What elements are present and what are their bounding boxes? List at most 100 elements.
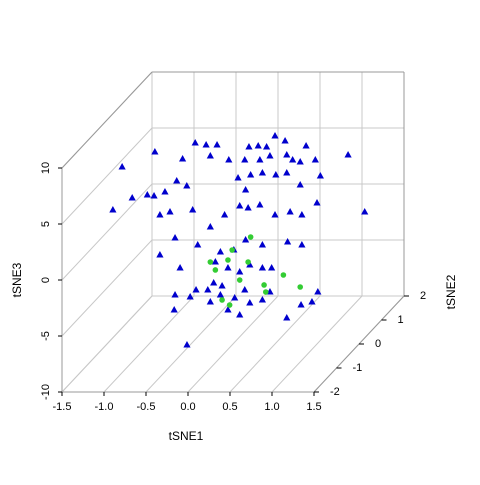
point	[296, 180, 304, 188]
point	[284, 237, 292, 245]
point	[236, 202, 244, 209]
point	[297, 301, 305, 308]
x-tick-label: 0.5	[222, 401, 237, 413]
point	[262, 289, 269, 295]
point	[109, 206, 117, 213]
point	[128, 193, 136, 201]
point	[236, 267, 244, 275]
grid-line	[61, 239, 153, 337]
point	[242, 186, 250, 193]
z-tick-label: -5	[40, 331, 52, 341]
z-tick-label: 10	[40, 162, 52, 174]
grid-line	[229, 295, 321, 393]
point	[246, 299, 254, 306]
point	[361, 208, 369, 215]
point	[156, 210, 164, 218]
y-tick-label: 2	[420, 290, 426, 302]
point	[241, 155, 249, 163]
point	[254, 141, 262, 149]
point	[246, 261, 254, 268]
x-tick-label: -1.5	[53, 401, 72, 413]
point	[189, 206, 197, 213]
x-tick-label: -1.0	[95, 401, 114, 413]
point	[302, 141, 310, 149]
point	[192, 286, 200, 293]
box-edge	[61, 71, 153, 169]
point	[247, 234, 254, 240]
point	[212, 267, 219, 273]
point	[298, 240, 306, 248]
point	[207, 259, 214, 265]
point	[176, 263, 184, 271]
point	[204, 286, 212, 293]
z-tick-label: 0	[40, 277, 52, 283]
point	[191, 138, 199, 146]
point	[256, 201, 264, 208]
point	[202, 140, 210, 148]
grid-line	[145, 295, 237, 393]
grid-line	[61, 127, 153, 225]
z-tick-label: -10	[40, 384, 52, 400]
point	[150, 192, 158, 199]
point	[166, 207, 174, 215]
point	[171, 291, 179, 298]
point	[311, 155, 319, 163]
point	[241, 286, 249, 293]
grid-line	[187, 295, 279, 393]
point	[247, 170, 255, 178]
point	[151, 148, 159, 155]
point	[256, 155, 264, 163]
point	[280, 272, 287, 278]
point	[219, 297, 225, 303]
point	[216, 248, 224, 255]
y-tick-label: -2	[330, 386, 340, 398]
point	[229, 247, 235, 253]
point	[216, 291, 224, 298]
point	[183, 181, 191, 189]
point	[224, 263, 232, 271]
point	[245, 259, 251, 265]
point	[316, 172, 324, 179]
point	[218, 281, 226, 289]
point	[344, 150, 352, 158]
z-tick-label: 5	[40, 221, 52, 227]
point	[289, 155, 297, 163]
point	[258, 295, 266, 303]
point	[244, 204, 252, 211]
point	[213, 140, 221, 148]
grid-line	[103, 295, 195, 393]
point	[194, 240, 202, 248]
y-tick-label: 0	[375, 338, 381, 350]
point	[236, 277, 243, 283]
point	[206, 222, 214, 230]
point	[173, 177, 181, 184]
point	[156, 250, 164, 258]
grid-line	[271, 295, 363, 393]
point	[313, 198, 321, 206]
x-tick-label: 1.0	[264, 401, 279, 413]
point	[272, 170, 280, 178]
point	[170, 305, 178, 313]
z-axis-label: tSNE3	[10, 262, 24, 297]
point	[283, 168, 291, 176]
y-tick-label: -1	[353, 362, 363, 374]
point	[242, 235, 250, 243]
point	[231, 293, 239, 301]
point	[245, 142, 253, 150]
point	[286, 207, 294, 215]
point	[143, 191, 151, 198]
point	[258, 263, 266, 271]
point	[234, 174, 242, 181]
point	[210, 278, 218, 286]
point	[308, 298, 316, 305]
point	[225, 155, 233, 163]
point	[186, 292, 194, 300]
point	[283, 150, 291, 158]
point	[268, 263, 276, 271]
point	[266, 151, 274, 159]
point	[225, 257, 231, 263]
point	[263, 142, 271, 150]
point	[226, 302, 233, 308]
point	[297, 284, 304, 290]
